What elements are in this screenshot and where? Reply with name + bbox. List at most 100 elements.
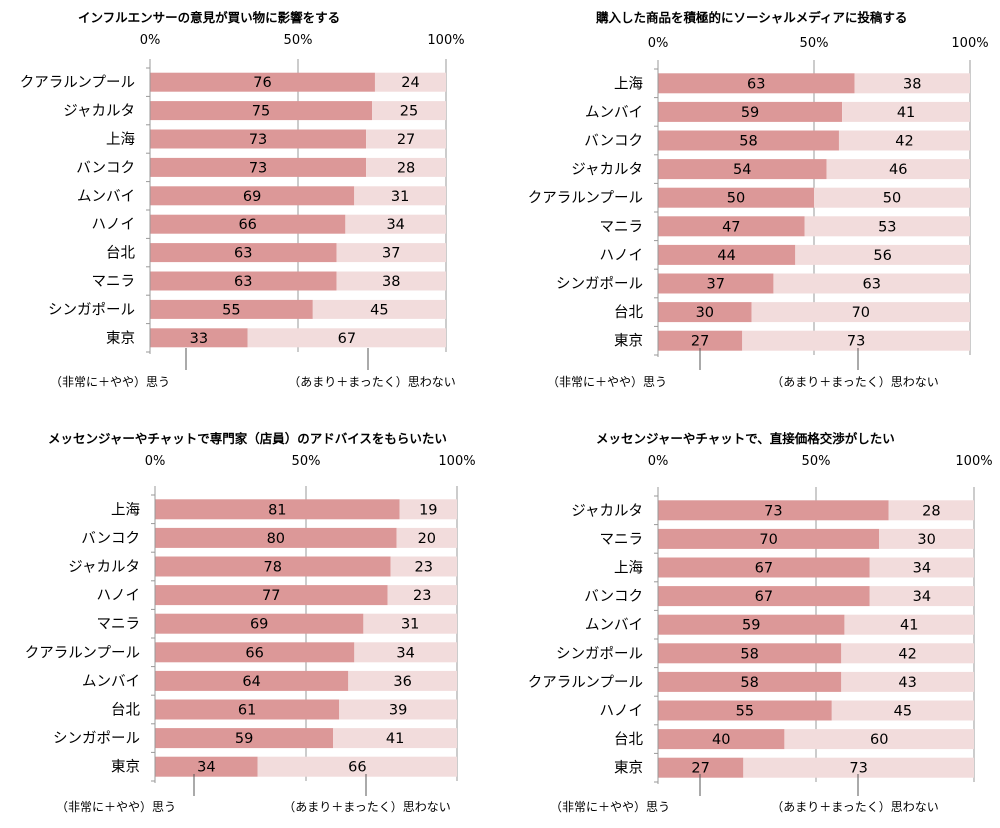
data-label-disagree: 73 [849, 761, 867, 777]
data-label-agree: 81 [268, 502, 286, 518]
x-tick-label: 50% [800, 36, 829, 51]
data-label-disagree: 34 [396, 645, 414, 661]
bar-disagree [842, 101, 970, 122]
data-label-agree: 63 [234, 274, 252, 290]
data-label-agree: 80 [267, 531, 285, 547]
data-label-disagree: 67 [338, 331, 356, 347]
x-tick-label: 100% [438, 454, 475, 469]
bar-agree [150, 328, 248, 348]
x-tick-label: 50% [292, 454, 321, 469]
bar-disagree [844, 614, 974, 635]
x-tick-label: 0% [145, 454, 166, 469]
bar-agree [658, 159, 827, 180]
data-label-disagree: 31 [401, 617, 419, 633]
bar-agree [658, 273, 774, 294]
bar-disagree [869, 557, 974, 578]
bar-agree [658, 302, 752, 323]
bar-disagree [784, 729, 974, 750]
category-label: マニラ [97, 617, 141, 633]
category-label: シンガポール [53, 730, 140, 747]
data-label-disagree: 56 [873, 248, 891, 264]
bar-agree [658, 757, 744, 778]
bar-agree [150, 101, 372, 121]
bar-disagree [742, 330, 970, 351]
x-tick-label: 50% [284, 33, 313, 48]
category-label: クアラルンプール [528, 190, 643, 207]
data-label-disagree: 41 [900, 618, 918, 634]
data-label-agree: 61 [238, 703, 256, 719]
data-label-disagree: 24 [401, 75, 419, 91]
data-label-disagree: 41 [386, 731, 404, 747]
data-label-disagree: 66 [348, 760, 366, 776]
bar-disagree [773, 273, 970, 294]
category-label: マニラ [600, 219, 644, 235]
data-label-disagree: 38 [903, 76, 921, 92]
category-label: バンコク [81, 530, 140, 547]
data-label-disagree: 39 [389, 703, 407, 719]
chart-svg-3: メッセンジャーやチャットで専門家（店員）のアドバイスをもらいたい 0% 50% 100… [25, 431, 476, 814]
category-label: クアラルンプール [20, 74, 135, 91]
bar-disagree [841, 643, 974, 664]
category-label: ハノイ [600, 248, 644, 264]
bar-agree [658, 614, 845, 635]
bar-disagree [795, 244, 970, 265]
data-label-disagree: 23 [415, 560, 433, 576]
data-label-disagree: 45 [894, 704, 912, 720]
bar-agree [658, 187, 814, 208]
category-label: ジャカルタ [68, 559, 140, 576]
category-label: 東京 [614, 333, 643, 350]
bar-disagree [869, 586, 974, 607]
x-tick-label: 100% [955, 454, 992, 469]
data-label-disagree: 60 [870, 732, 888, 748]
data-label-disagree: 43 [898, 675, 916, 691]
category-label: 上海 [106, 131, 135, 148]
bar-disagree [743, 757, 974, 778]
legend-label-disagree: （あまり＋まったく）思わない [283, 800, 451, 814]
data-label-agree: 27 [691, 761, 709, 777]
bar-disagree [247, 328, 446, 348]
data-label-disagree: 20 [418, 531, 436, 547]
bar-disagree [804, 216, 970, 237]
chart-panel-expert-advice: メッセンジャーやチャットで専門家（店員）のアドバイスをもらいたい 0% 50% 100… [0, 418, 490, 828]
bar-agree [150, 271, 337, 291]
bar-disagree [387, 585, 457, 606]
data-label-agree: 59 [742, 618, 760, 634]
bar-agree [155, 699, 340, 720]
bar-disagree [814, 187, 970, 208]
bar-agree [658, 101, 843, 122]
data-label-disagree: 34 [913, 589, 931, 605]
bar-agree [155, 670, 349, 691]
data-label-disagree: 36 [393, 674, 411, 690]
category-label: ムンバイ [82, 674, 140, 690]
data-label-agree: 33 [190, 331, 208, 347]
data-label-agree: 64 [242, 674, 260, 690]
category-label: シンガポール [556, 276, 643, 293]
bar-disagree [831, 700, 974, 721]
category-label: 台北 [614, 731, 643, 748]
category-label: 上海 [111, 501, 140, 518]
chart-panel-price-negotiation: メッセンジャーやチャットで、直接価格交渉がしたい 0% 50% 100% ジャカルタ 73… [500, 418, 1000, 828]
bar-agree [150, 299, 313, 319]
data-label-disagree: 46 [889, 162, 907, 178]
data-label-agree: 55 [736, 704, 754, 720]
data-label-agree: 75 [252, 104, 270, 120]
chart-panel-influencer: インフルエンサーの意見が買い物に影響をする 0% 50% 100% クアラルンプール 76… [0, 0, 490, 410]
bar-disagree [312, 299, 446, 319]
bar-agree [658, 216, 805, 237]
bar-agree [658, 557, 870, 578]
chart-title: メッセンジャーやチャットで専門家（店員）のアドバイスをもらいたい [48, 431, 447, 446]
data-label-agree: 34 [197, 760, 215, 776]
data-label-disagree: 30 [917, 532, 935, 548]
category-label: ジャカルタ [571, 161, 643, 178]
category-label: 台北 [111, 702, 140, 719]
x-tick-label: 100% [427, 33, 464, 48]
category-label: 上海 [614, 560, 643, 577]
bar-agree [658, 671, 842, 692]
data-label-agree: 77 [262, 588, 280, 604]
bar-agree [658, 500, 889, 521]
x-tick-label: 0% [648, 36, 669, 51]
bar-agree [155, 642, 355, 663]
category-label: バンコク [584, 588, 643, 605]
data-label-agree: 59 [741, 105, 759, 121]
data-label-agree: 73 [764, 503, 782, 519]
